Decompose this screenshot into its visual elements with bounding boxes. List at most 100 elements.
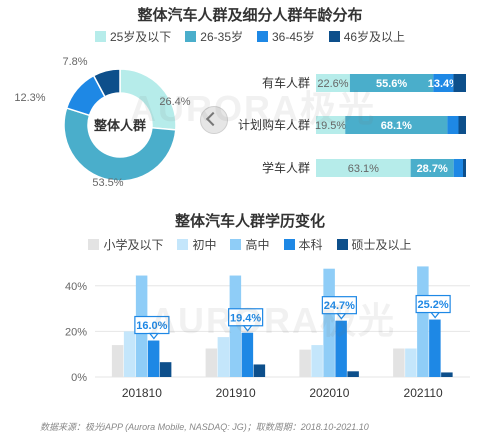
next-arrow-icon[interactable] — [200, 106, 228, 134]
stacked-bar-segment — [316, 116, 346, 134]
stacked-bar-segment — [316, 74, 350, 92]
callout-pointer — [429, 311, 441, 319]
stacked-bar-label: 63.1% — [348, 163, 379, 175]
age-legend: 25岁及以下 26-35岁 36-45岁 46岁及以上 — [0, 28, 500, 45]
age-chart-title: 整体汽车人群及细分人群年龄分布 — [137, 7, 363, 24]
x-tick-label: 202110 — [404, 386, 443, 400]
stacked-bar-segment — [316, 159, 411, 177]
watermark-2: AURORA极光 — [150, 300, 396, 341]
legend-item: 高中 — [230, 236, 270, 253]
stacked-bar-segment — [453, 74, 466, 92]
stacked-bar-segment — [345, 116, 448, 134]
legend-label: 36-45岁 — [272, 30, 315, 44]
bar-category-label: 有车人群 — [262, 75, 310, 90]
legend-label: 本科 — [298, 238, 323, 252]
stacked-bar-label: 22.6% — [317, 78, 348, 90]
stacked-bar-segment — [410, 159, 454, 177]
x-tick-label: 201910 — [216, 386, 256, 400]
callout-pointer — [242, 325, 253, 332]
bar — [111, 345, 124, 377]
pie-value-label: 12.3% — [14, 92, 45, 104]
legend-label: 初中 — [192, 238, 217, 252]
legend-swatch — [94, 31, 106, 42]
legend-item: 本科 — [283, 236, 323, 253]
donut-center-label: 整体人群 — [93, 118, 146, 133]
education-legend: 小学及以下 初中 高中 本科 硕士及以上 — [0, 236, 500, 253]
stacked-bar-segment — [433, 74, 454, 92]
y-tick-label: 0% — [71, 372, 87, 384]
bar — [323, 268, 335, 377]
stacked-bar-segment — [458, 116, 466, 134]
bar — [123, 331, 136, 377]
bar — [159, 362, 172, 377]
legend-swatch — [283, 239, 295, 250]
bar — [405, 348, 417, 377]
legend-swatch — [88, 239, 100, 250]
legend-label: 高中 — [245, 238, 270, 252]
pie-value-label: 7.8% — [62, 56, 87, 68]
bar — [311, 345, 323, 377]
age-distribution-chart: 26.4% 53.5% 12.3% 7.8% 整体人群 有车人群 22.6% 55.6% 13.… — [14, 56, 466, 189]
legend-item: 26-35岁 — [185, 28, 243, 45]
x-tick-label: 202010 — [309, 386, 349, 400]
legend-label: 26-35岁 — [200, 30, 243, 44]
legend-label: 小学及以下 — [103, 238, 164, 252]
footer-source: 数据来源：极光iAPP (Aurora Mobile, NASDAQ: JG)；… — [40, 422, 369, 432]
bar — [253, 364, 266, 377]
legend-item: 小学及以下 — [88, 236, 163, 253]
stacked-bar-label: 13.4% — [428, 78, 459, 90]
pie-slice — [63, 107, 177, 182]
callout-pointer — [336, 313, 347, 320]
bar — [241, 332, 254, 377]
callout-label: 16.0% — [136, 320, 167, 332]
education-bar-chart: 0% 20% 40% 16.0% 201810 19.4% 201910 24.7% 20201… — [65, 266, 470, 400]
legend-label: 25岁及以下 — [109, 30, 172, 44]
bar — [417, 266, 429, 377]
callout-label: 24.7% — [324, 300, 355, 312]
donut-hole — [89, 94, 151, 156]
bar — [441, 372, 453, 377]
bar — [217, 337, 230, 377]
pie-slice — [92, 68, 121, 98]
stacked-bar-segment — [463, 159, 466, 177]
legend-item: 36-45岁 — [257, 28, 315, 45]
legend-swatch — [328, 31, 340, 42]
pie-value-label: 53.5% — [92, 177, 123, 189]
callout-label: 25.2% — [418, 299, 449, 311]
stacked-bar-label: 19.5% — [315, 120, 346, 132]
legend-swatch — [177, 239, 189, 250]
stacked-bar-label: 55.6% — [376, 78, 407, 90]
bar-category-label: 计划购车人群 — [238, 117, 310, 132]
legend-label: 硕士及以上 — [351, 238, 412, 252]
legend-item: 初中 — [177, 236, 216, 253]
legend-item: 硕士及以上 — [336, 236, 412, 253]
legend-swatch — [185, 31, 197, 42]
legend-swatch — [230, 239, 242, 250]
legend-swatch — [257, 31, 268, 42]
stacked-bar-segment — [453, 159, 463, 177]
bar — [299, 349, 311, 377]
stacked-bar-label: 28.7% — [417, 163, 448, 175]
education-chart-title: 整体汽车人群学历变化 — [174, 213, 325, 230]
watermark: AURORA极光 — [130, 88, 376, 129]
legend-swatch — [336, 239, 348, 250]
y-tick-label: 20% — [65, 326, 87, 338]
stacked-bar-segment — [447, 116, 459, 134]
x-tick-label: 201810 — [122, 386, 162, 400]
bar — [347, 371, 359, 377]
stacked-bar-label: 68.1% — [381, 120, 412, 132]
y-tick-label: 40% — [65, 281, 87, 293]
bar — [393, 348, 405, 377]
pie-value-label: 26.4% — [159, 96, 190, 108]
bar — [205, 348, 218, 377]
bar — [429, 319, 441, 377]
callout-label: 19.4% — [230, 312, 261, 324]
stacked-bar-segment — [349, 74, 434, 92]
bar-category-label: 学车人群 — [262, 160, 310, 175]
bar — [147, 340, 160, 377]
legend-item: 25岁及以下 — [94, 28, 172, 45]
legend-label: 46岁及以上 — [343, 30, 406, 44]
bar — [335, 320, 347, 377]
callout-pointer — [148, 332, 160, 340]
legend-item: 46岁及以上 — [328, 28, 406, 45]
